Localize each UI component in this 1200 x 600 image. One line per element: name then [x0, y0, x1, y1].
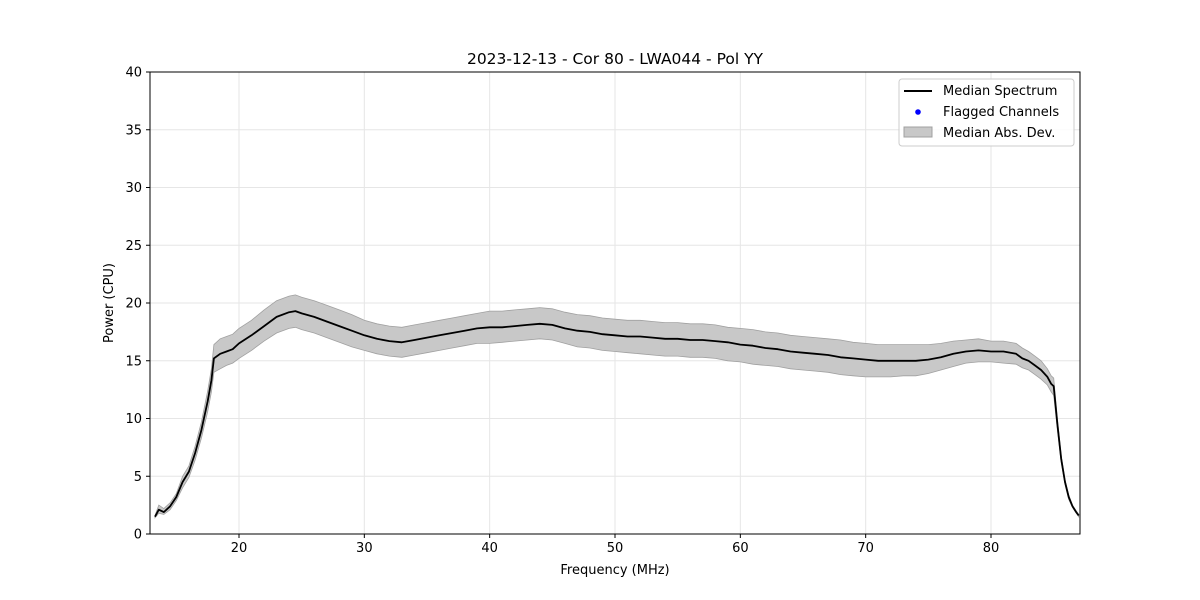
- median-spectrum-line: [154, 310, 1080, 518]
- x-tick-label: 80: [983, 541, 1000, 556]
- plot-frame: [149, 71, 1081, 535]
- y-tick-label: 0: [134, 528, 142, 543]
- legend-mad-swatch: [903, 126, 933, 138]
- y-tick-label: 10: [125, 412, 142, 427]
- y-tick-label: 40: [125, 66, 142, 81]
- x-tick-label: 50: [607, 541, 624, 556]
- legend-flagged-swatch: [915, 109, 921, 115]
- x-tick-label: 30: [356, 541, 373, 556]
- y-tick-label: 5: [134, 470, 142, 485]
- x-tick-label: 70: [857, 541, 874, 556]
- legend-median-label: Median Spectrum: [943, 84, 1057, 99]
- x-axis-label: Frequency (MHz): [560, 563, 669, 578]
- x-tick-label: 60: [732, 541, 749, 556]
- median-line-layer: [154, 310, 1080, 518]
- y-axis-label: Power (CPU): [102, 263, 117, 343]
- mad-band-layer: [154, 294, 1080, 519]
- y-tick-label: 20: [125, 297, 142, 312]
- y-tick-label: 30: [125, 181, 142, 196]
- median-abs-dev-band: [154, 294, 1080, 519]
- legend-box: [898, 78, 1075, 147]
- y-tick-label: 25: [125, 239, 142, 254]
- axis-ticks: 20 30 40 50 60 70 80 0 5 10 15 20 25 30 35 40: [125, 66, 999, 557]
- legend-mad-label: Median Abs. Dev.: [943, 126, 1055, 141]
- chart-title: 2023-12-13 - Cor 80 - LWA044 - Pol YY: [467, 50, 764, 68]
- x-tick-label: 40: [481, 541, 498, 556]
- y-tick-label: 15: [125, 354, 142, 369]
- legend-flagged-label: Flagged Channels: [943, 105, 1059, 120]
- y-tick-label: 35: [125, 123, 142, 138]
- x-tick-label: 20: [231, 541, 248, 556]
- legend: Median Spectrum Flagged Channels Median …: [898, 78, 1075, 147]
